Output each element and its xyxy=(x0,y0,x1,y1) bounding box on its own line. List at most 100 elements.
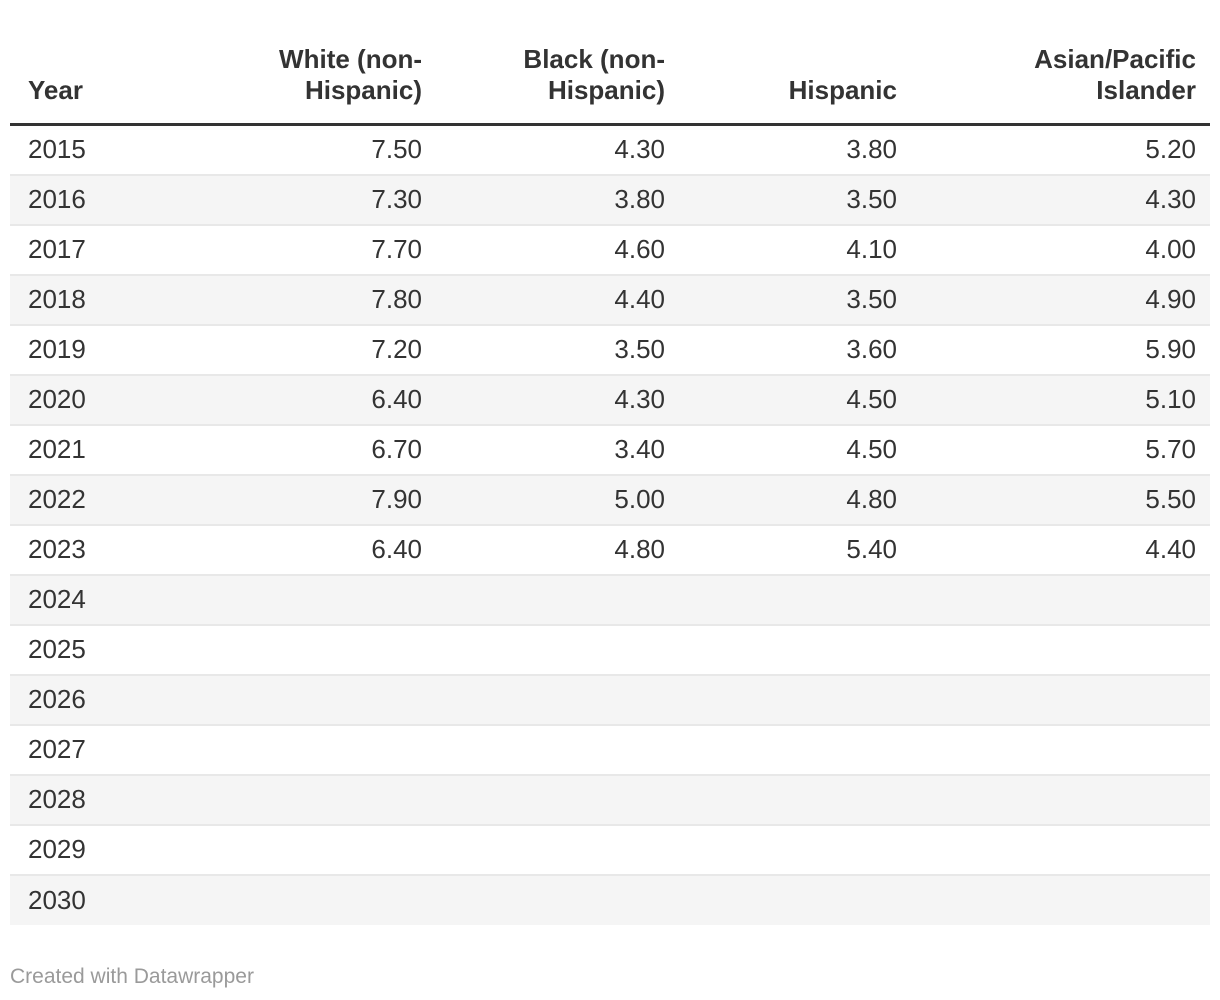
table-cell-white: 6.70 xyxy=(180,423,436,475)
table-cell-black: 4.30 xyxy=(614,134,665,165)
table-cell-year: 2029 xyxy=(10,823,180,875)
column-header-asian-pacific-islander: Asian/Pacific Islander xyxy=(911,0,1210,126)
table-cell-white xyxy=(180,873,436,925)
table-cell-hispanic: 4.10 xyxy=(679,223,911,275)
table-row: 2019 7.20 3.50 3.60 5.90 xyxy=(10,323,1210,375)
table-cell-asian xyxy=(911,723,1210,775)
table-cell-hispanic xyxy=(679,623,911,675)
table-cell-year: 2015 xyxy=(28,134,86,165)
table-cell-white: 7.20 xyxy=(180,323,436,375)
table-cell-asian: 4.90 xyxy=(911,273,1210,325)
table-cell-white xyxy=(180,823,436,875)
attribution-link[interactable]: Created with Datawrapper xyxy=(10,964,254,988)
table-cell-year: 2025 xyxy=(10,623,180,675)
table-cell-black xyxy=(436,673,679,725)
table-row: 2024 xyxy=(10,573,1210,625)
table-cell-year: 2028 xyxy=(10,773,180,825)
table-cell-asian xyxy=(911,773,1210,825)
table-body: 2015 7.50 4.30 3.80 5.20 2016 7.30 3.80 3.50 4.30… xyxy=(10,125,1210,925)
table-cell-asian xyxy=(911,673,1210,725)
table-cell-asian: 4.40 xyxy=(911,523,1210,575)
table-row: 2030 xyxy=(10,873,1210,925)
table-cell-black: 3.80 xyxy=(436,173,679,225)
table-row: 2027 xyxy=(10,723,1210,775)
table-cell-white: 6.40 xyxy=(180,523,436,575)
table-row: 2020 6.40 4.30 4.50 5.10 xyxy=(10,373,1210,425)
table-cell-hispanic: 3.50 xyxy=(679,273,911,325)
table-cell-hispanic: 3.60 xyxy=(679,323,911,375)
table-cell-hispanic xyxy=(679,573,911,625)
table-cell-asian xyxy=(911,623,1210,675)
table-cell-white: 7.90 xyxy=(180,473,436,525)
table-cell-hispanic: 4.80 xyxy=(679,473,911,525)
table-cell-asian: 5.20 xyxy=(1145,134,1196,165)
table-cell-asian: 5.10 xyxy=(911,373,1210,425)
table-cell-year: 2022 xyxy=(10,473,180,525)
table-cell-hispanic: 4.50 xyxy=(679,373,911,425)
table-cell-hispanic: 4.50 xyxy=(679,423,911,475)
table-row: 2022 7.90 5.00 4.80 5.50 xyxy=(10,473,1210,525)
table-cell-year: 2030 xyxy=(10,873,180,925)
table-cell-black: 5.00 xyxy=(436,473,679,525)
table-cell-asian: 4.30 xyxy=(911,173,1210,225)
table-row: 2015 7.50 4.30 3.80 5.20 xyxy=(10,125,1210,175)
table-cell-black xyxy=(436,573,679,625)
table-cell-asian: 5.50 xyxy=(911,473,1210,525)
table-header: Year White (non- Hispanic) Black (non- H… xyxy=(10,0,1210,126)
table-cell-white: 7.30 xyxy=(180,173,436,225)
table-cell-white xyxy=(180,773,436,825)
data-table: Year White (non- Hispanic) Black (non- H… xyxy=(10,0,1210,925)
table-cell-year: 2018 xyxy=(10,273,180,325)
table-row: 2017 7.70 4.60 4.10 4.00 xyxy=(10,223,1210,275)
table-cell-hispanic xyxy=(679,823,911,875)
table-cell-asian xyxy=(911,573,1210,625)
table-row: 2016 7.30 3.80 3.50 4.30 xyxy=(10,173,1210,225)
table-cell-black: 3.50 xyxy=(436,323,679,375)
table-cell-asian: 4.00 xyxy=(911,223,1210,275)
table-cell-hispanic xyxy=(679,773,911,825)
table-cell-black xyxy=(436,623,679,675)
table-cell-white: 6.40 xyxy=(180,373,436,425)
table-cell-white xyxy=(180,673,436,725)
table-cell-year: 2016 xyxy=(10,173,180,225)
table-cell-asian: 5.70 xyxy=(911,423,1210,475)
table-cell-black xyxy=(436,823,679,875)
table-header-row: Year White (non- Hispanic) Black (non- H… xyxy=(10,0,1210,126)
table-cell-black: 4.30 xyxy=(436,373,679,425)
table-cell-year: 2027 xyxy=(10,723,180,775)
table-cell-white: 7.80 xyxy=(180,273,436,325)
table-cell-hispanic: 3.50 xyxy=(679,173,911,225)
table-cell-year: 2020 xyxy=(10,373,180,425)
table-cell-asian xyxy=(911,823,1210,875)
table-cell-asian: 5.90 xyxy=(911,323,1210,375)
table-cell-black xyxy=(436,723,679,775)
table-cell-hispanic xyxy=(679,723,911,775)
table-cell-year: 2017 xyxy=(10,223,180,275)
table-cell-asian xyxy=(911,873,1210,925)
table-row: 2018 7.80 4.40 3.50 4.90 xyxy=(10,273,1210,325)
column-header-hispanic: Hispanic xyxy=(679,0,911,126)
table-cell-year: 2026 xyxy=(10,673,180,725)
table-cell-hispanic: 3.80 xyxy=(846,134,897,165)
table-cell-white xyxy=(180,723,436,775)
table-row: 2023 6.40 4.80 5.40 4.40 xyxy=(10,523,1210,575)
table-cell-black xyxy=(436,873,679,925)
table-row: 2025 xyxy=(10,623,1210,675)
column-header-black-non-hispanic: Black (non- Hispanic) xyxy=(436,0,679,126)
table-cell-white xyxy=(180,573,436,625)
table-cell-black: 4.60 xyxy=(436,223,679,275)
table-cell-black xyxy=(436,773,679,825)
table-row: 2028 xyxy=(10,773,1210,825)
table-cell-hispanic xyxy=(679,873,911,925)
table-cell-white: 7.70 xyxy=(180,223,436,275)
table-cell-white: 7.50 xyxy=(371,134,422,165)
table-cell-black: 4.40 xyxy=(436,273,679,325)
table-cell-black: 3.40 xyxy=(436,423,679,475)
table-cell-year: 2023 xyxy=(10,523,180,575)
table-cell-hispanic xyxy=(679,673,911,725)
table-row: 2029 xyxy=(10,823,1210,875)
table-cell-hispanic: 5.40 xyxy=(679,523,911,575)
table-cell-year: 2019 xyxy=(10,323,180,375)
column-header-white-non-hispanic: White (non- Hispanic) xyxy=(180,0,436,126)
